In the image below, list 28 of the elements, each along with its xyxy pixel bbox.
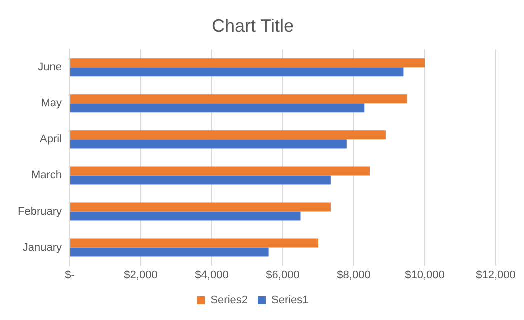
y-tick-label: April [40, 134, 62, 146]
chart-title: Chart Title [212, 16, 294, 36]
x-tick-label: $4,000 [195, 269, 229, 282]
x-tick-label: $12,000 [476, 269, 516, 282]
bar [70, 248, 269, 257]
bar [70, 68, 404, 77]
bar [70, 130, 386, 140]
legend-label: Series1 [272, 294, 309, 307]
x-tick-label: $6,000 [266, 269, 300, 282]
legend-label: Series2 [210, 294, 248, 307]
y-tick-label: January [22, 242, 63, 254]
bar [70, 238, 319, 248]
x-tick-label: $2,000 [124, 269, 158, 282]
bar [70, 202, 331, 212]
bar [70, 104, 365, 113]
bar [70, 140, 347, 149]
y-tick-label: June [38, 62, 62, 74]
bar [70, 212, 301, 221]
y-tick-label: March [31, 170, 62, 182]
bar [70, 58, 426, 68]
x-tick-label: $- [65, 269, 76, 282]
bar [70, 166, 370, 176]
x-tick-label: $8,000 [337, 269, 371, 282]
bar [70, 94, 408, 104]
x-tick-label: $10,000 [405, 269, 445, 282]
y-tick-label: May [41, 98, 63, 110]
y-tick-label: February [18, 206, 62, 218]
bar [70, 176, 331, 185]
